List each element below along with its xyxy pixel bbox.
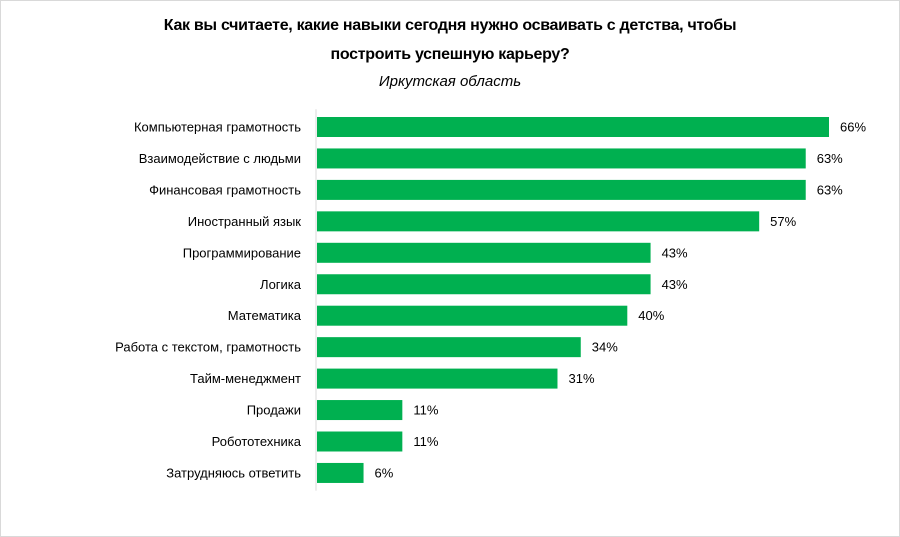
data-label: 40% <box>638 308 664 323</box>
chart-subtitle: Иркутская область <box>378 73 522 90</box>
category-label: Затрудняюсь ответить <box>166 465 301 480</box>
category-label: Робототехника <box>212 434 302 449</box>
category-label: Работа с текстом, грамотность <box>115 340 301 355</box>
data-label: 63% <box>817 182 843 197</box>
category-label: Взаимодействие с людьми <box>139 151 301 166</box>
data-label: 31% <box>568 371 594 386</box>
bar <box>317 274 651 295</box>
bar <box>317 242 651 263</box>
data-label: 6% <box>375 465 394 480</box>
data-label: 57% <box>770 214 796 229</box>
category-label: Математика <box>228 308 302 323</box>
category-label: Финансовая грамотность <box>149 182 301 197</box>
category-label: Компьютерная грамотность <box>134 120 301 135</box>
data-label: 43% <box>662 245 688 260</box>
data-label: 66% <box>840 120 866 135</box>
category-label: Иностранный язык <box>188 214 302 229</box>
data-label: 11% <box>413 434 438 449</box>
bar <box>317 148 806 169</box>
bar <box>317 179 806 200</box>
bar <box>317 462 364 483</box>
category-label: Программирование <box>183 245 301 260</box>
chart-title-line1: Как вы считаете, какие навыки сегодня ну… <box>163 17 737 34</box>
bar <box>317 117 829 137</box>
chart-title-line2: построить успешную карьеру? <box>330 46 570 63</box>
data-label: 11% <box>413 403 438 418</box>
bar <box>317 337 581 358</box>
bar <box>317 368 558 389</box>
data-label: 43% <box>662 277 688 292</box>
bar <box>317 431 403 452</box>
bar <box>317 305 628 326</box>
category-label: Тайм-менеджмент <box>190 371 301 386</box>
data-label: 34% <box>592 340 618 355</box>
bar <box>317 400 403 421</box>
data-label: 63% <box>817 151 843 166</box>
bar <box>317 211 760 232</box>
category-label: Логика <box>260 277 302 292</box>
category-label: Продажи <box>247 403 301 418</box>
